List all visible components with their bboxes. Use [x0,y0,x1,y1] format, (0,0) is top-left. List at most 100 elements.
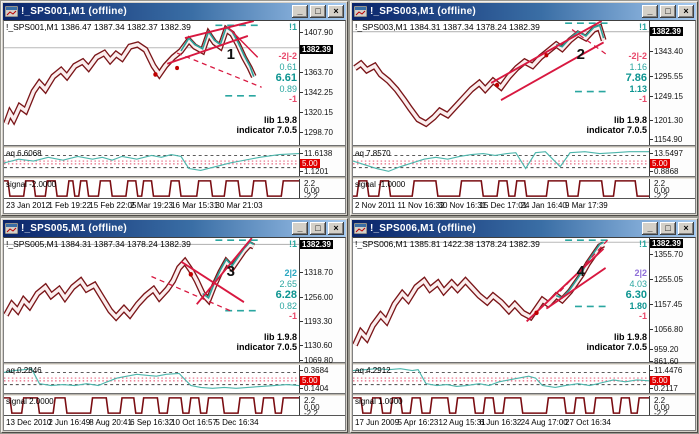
aq-indicator-pane[interactable]: aq 6.6068 [4,148,299,176]
signal-pane[interactable]: signal -1.0000 [353,179,649,198]
time-label: 9 Mar 17:39 [565,201,608,210]
chart-number: 3 [226,262,235,280]
signal-scale-top: 2.2 [304,396,316,405]
value-label-2: 7.86 [625,71,647,84]
ohlc-readout: !_SPS003,M1 1384.31 1387.34 1378.24 1382… [355,22,540,32]
top-signal-label: !1 [288,239,297,250]
price-tick: 1363.70 [300,68,333,78]
time-label: 15 Dec 17:01 [479,201,528,210]
signal-scale[interactable]: 2.2 0.00 -2.2 [299,396,345,418]
signal-scale[interactable]: 2.2 0.00 -2.2 [299,179,345,201]
maximize-button[interactable]: □ [660,5,676,18]
chart-body: !_SPS006,M1 1385.81 1422.38 1378.24 1382… [352,237,696,431]
signal-label: signal 1.0000 [355,397,403,406]
pane-splitter[interactable] [4,362,345,365]
signal-pane[interactable]: signal 2.0000 [4,396,299,415]
price-scale[interactable]: 1343.40 1295.55 1249.15 1201.30 1154.90 … [649,21,695,145]
lib-version-label: lib 1.9.8 [613,115,647,126]
top-signal-label: !1 [288,22,297,33]
window-titlebar[interactable]: !_SPS003,M1 (offline) _ □ × [352,3,696,20]
signal-scale[interactable]: 2.2 0.00 -2.2 [649,179,695,201]
time-axis[interactable]: 13 Dec 2010 2 Jun 16:49 8 Aug 20:41 6 Se… [4,415,345,430]
window-titlebar[interactable]: !_SPS005,M1 (offline) _ □ × [3,220,346,237]
aq-indicator-label: aq 0.2846 [6,366,42,375]
time-axis[interactable]: 23 Jan 2012 1 Feb 19:22 15 Feb 22:05 2 M… [4,198,345,213]
time-label: 13 Dec 2010 [6,418,52,427]
pane-splitter[interactable] [353,176,695,179]
main-chart-plot[interactable]: !_SPS005,M1 1384.31 1387.34 1378.24 1382… [4,238,299,362]
pane-splitter[interactable] [353,362,695,365]
aq-indicator-pane[interactable]: aq 4.2912 [353,365,649,393]
time-label: 15 Feb 22:05 [89,201,137,210]
pane-splitter[interactable] [353,145,695,148]
price-tick: 1249.15 [650,91,683,101]
bottom-signal-label: -1 [288,311,297,322]
close-button[interactable]: × [678,222,694,235]
maximize-button[interactable]: □ [310,5,326,18]
signal-pane[interactable]: signal -2.0000 [4,179,299,198]
chart-body: !_SPS003,M1 1384.31 1387.34 1378.24 1382… [352,20,696,214]
close-button[interactable]: × [328,5,344,18]
signal-scale-mid: 0.00 [304,185,320,195]
value-label-3: 0.89 [279,84,297,95]
aq-scale[interactable]: 11.4476 5.00 0.2117 [649,365,695,393]
aq-scale[interactable]: 13.5497 5.00 0.8868 [649,148,695,176]
aq-scale-bottom: 1.1201 [299,167,329,177]
pane-splitter[interactable] [353,393,695,396]
value-label-2: 6.30 [625,288,647,301]
price-scale[interactable]: 1318.70 1256.00 1193.30 1130.60 1069.80 … [299,238,345,365]
pane-splitter[interactable] [4,145,345,148]
signal-pane[interactable]: signal 1.0000 [353,396,649,415]
signal-canvas [353,397,649,414]
window-title: !_SPS005,M1 (offline) [21,223,127,234]
time-label: 2 Mar 19:23 [130,201,173,210]
time-label: 6 Jun 16:32 [479,418,522,427]
main-chart-plot[interactable]: !_SPS003,M1 1384.31 1387.34 1378.24 1382… [353,21,649,145]
value-label-1: 4.03 [629,278,647,289]
time-axis[interactable]: 2 Nov 2011 11 Nov 16:32 30 Nov 16:31 15 … [353,198,695,213]
chart-body: !_SPS005,M1 1384.31 1387.34 1378.24 1382… [3,237,346,431]
aq-scale-top: 11.6138 [299,149,333,158]
maximize-button[interactable]: □ [310,222,326,235]
minimize-button[interactable]: _ [292,222,308,235]
time-label: 10 Oct 16:57 [171,418,217,427]
chart-window-1: !_SPS001,M1 (offline) _ □ × [1,1,348,216]
price-scale[interactable]: 1407.90 1363.70 1342.25 1320.15 1298.70 … [299,21,345,145]
minimize-button[interactable]: _ [642,5,658,18]
signal-scale-top: 2.2 [654,179,666,188]
window-titlebar[interactable]: !_SPS006,M1 (offline) _ □ × [352,220,696,237]
value-label-3: 1.80 [629,301,647,312]
price-tick: 1256.00 [300,292,333,302]
pane-splitter[interactable] [4,176,345,179]
aq-scale[interactable]: 0.3684 5.00 0.1404 [299,365,345,393]
price-scale[interactable]: 1355.70 1255.05 1157.45 1056.80 959.20 8… [649,238,695,366]
aq-indicator-pane[interactable]: aq 7.8570 [353,148,649,176]
price-tick: 1193.30 [299,317,333,327]
maximize-button[interactable]: □ [660,222,676,235]
signal-canvas [4,397,299,414]
window-title: !_SPS003,M1 (offline) [370,6,476,17]
signal-scale[interactable]: 2.2 0.00 -2.2 [649,396,695,418]
lib-version-label: lib 1.9.8 [263,115,297,126]
time-label: 5 Dec 16:34 [215,418,259,427]
price-tick: 1320.15 [300,107,333,117]
aq-indicator-canvas [4,153,299,171]
signal-canvas [353,180,649,197]
time-axis[interactable]: 17 Jun 2009 5 Apr 16:23 12 Aug 15:31 6 J… [353,415,695,430]
aq-scale[interactable]: 11.6138 5.00 1.1201 [299,148,345,176]
value-label-1: 1.16 [629,61,647,72]
bottom-signal-label: -1 [638,94,647,105]
pane-splitter[interactable] [4,393,345,396]
value-label-1: 0.61 [279,61,297,72]
time-label: 30 Nov 16:31 [438,201,487,210]
time-label: 2 Jun 16:49 [48,418,91,427]
close-button[interactable]: × [328,222,344,235]
main-chart-plot[interactable]: !_SPS006,M1 1385.81 1422.38 1378.24 1382… [353,238,649,362]
minimize-button[interactable]: _ [292,5,308,18]
aq-indicator-pane[interactable]: aq 0.2846 [4,365,299,393]
close-button[interactable]: × [678,5,694,18]
price-tick: 1130.60 [299,340,333,350]
main-chart-plot[interactable]: !_SPS001,M1 1386.47 1387.34 1382.37 1382… [4,21,299,145]
window-titlebar[interactable]: !_SPS001,M1 (offline) _ □ × [3,3,346,20]
minimize-button[interactable]: _ [642,222,658,235]
